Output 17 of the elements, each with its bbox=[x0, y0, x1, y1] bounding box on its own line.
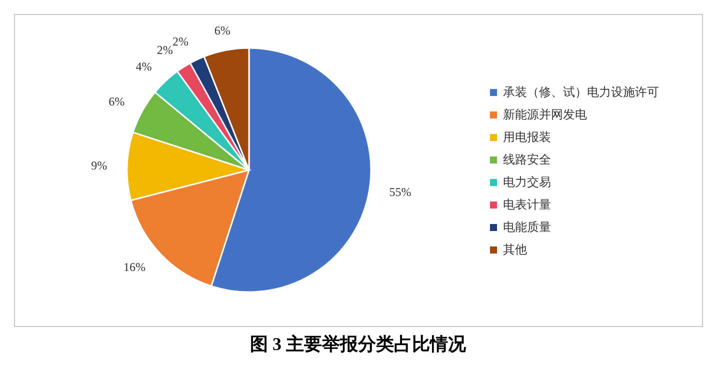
legend-label: 电力交易 bbox=[503, 175, 551, 189]
legend-label: 承装（修、试）电力设施许可 bbox=[503, 85, 659, 99]
legend-label: 用电报装 bbox=[503, 130, 551, 144]
legend-label: 线路安全 bbox=[503, 152, 551, 166]
data-label: 6% bbox=[108, 94, 125, 109]
data-label: 2% bbox=[172, 34, 189, 49]
text: 图 3 主要举报分类占比情况 bbox=[250, 334, 467, 354]
data-label: 55% bbox=[389, 185, 412, 200]
data-label: 2% bbox=[156, 43, 173, 58]
legend-label: 电表计量 bbox=[503, 198, 551, 212]
data-label: 6% bbox=[214, 24, 230, 38]
data-label: 16% bbox=[123, 260, 146, 274]
data-label: 4% bbox=[136, 59, 152, 74]
legend-label: 其他 bbox=[503, 242, 527, 256]
legend-label: 电能质量 bbox=[503, 220, 551, 234]
legend-label: 新能源并网发电 bbox=[503, 108, 587, 122]
data-label: 9% bbox=[91, 158, 108, 173]
